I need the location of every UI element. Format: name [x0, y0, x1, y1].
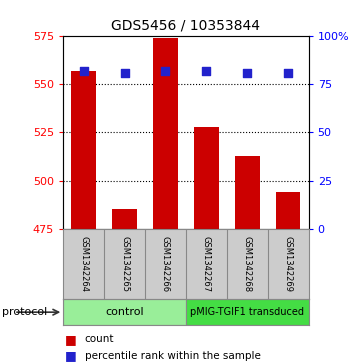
Text: GSM1342264: GSM1342264: [79, 236, 88, 292]
Text: count: count: [85, 334, 114, 344]
Point: [81, 68, 87, 74]
Bar: [112, 209, 137, 229]
Text: ■: ■: [65, 333, 77, 346]
Text: GSM1342266: GSM1342266: [161, 236, 170, 292]
Point: [122, 70, 127, 76]
Bar: [276, 192, 300, 229]
Point: [162, 68, 168, 74]
Text: pMIG-TGIF1 transduced: pMIG-TGIF1 transduced: [190, 307, 304, 317]
Bar: [186, 299, 309, 325]
Bar: [194, 127, 219, 229]
Bar: [235, 156, 260, 229]
Text: GSM1342268: GSM1342268: [243, 236, 252, 292]
Text: protocol: protocol: [2, 307, 47, 317]
Text: GSM1342265: GSM1342265: [120, 236, 129, 292]
Text: ■: ■: [65, 349, 77, 362]
Point: [285, 70, 291, 76]
Bar: [63, 299, 186, 325]
Text: GSM1342267: GSM1342267: [202, 236, 211, 292]
Text: control: control: [105, 307, 144, 317]
Text: percentile rank within the sample: percentile rank within the sample: [85, 351, 261, 361]
Text: GSM1342269: GSM1342269: [284, 236, 293, 292]
Title: GDS5456 / 10353844: GDS5456 / 10353844: [112, 19, 260, 32]
Bar: [153, 38, 178, 229]
Point: [204, 68, 209, 74]
Point: [244, 70, 250, 76]
Bar: [71, 71, 96, 229]
